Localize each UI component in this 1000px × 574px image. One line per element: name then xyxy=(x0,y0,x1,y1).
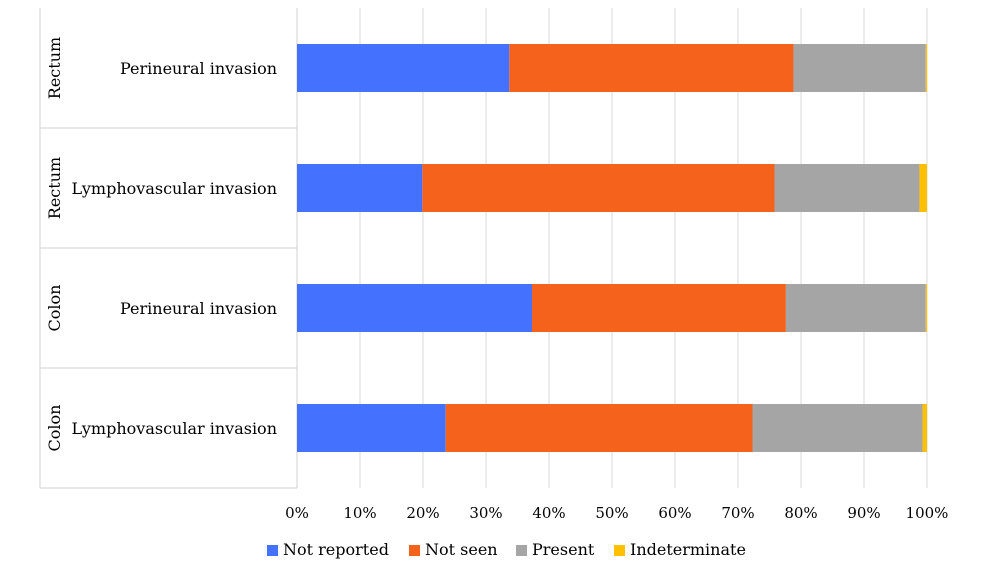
legend-label: Indeterminate xyxy=(630,540,746,559)
legend-label: Not reported xyxy=(283,540,389,559)
category-label: Lymphovascular invasion xyxy=(72,179,277,198)
group-label: Colon xyxy=(45,285,64,332)
bar-segment-indeterminate xyxy=(922,404,927,452)
bar-segment-indeterminate xyxy=(919,164,927,212)
x-tick-label: 0% xyxy=(285,504,309,522)
group-label: Colon xyxy=(45,405,64,452)
x-tick-label: 10% xyxy=(343,504,376,522)
x-tick-label: 80% xyxy=(784,504,817,522)
legend-swatch xyxy=(614,545,625,556)
x-tick-label: 40% xyxy=(532,504,565,522)
legend-swatch xyxy=(409,545,420,556)
bar-segment-present xyxy=(774,164,920,212)
x-tick-label: 100% xyxy=(906,504,949,522)
legend-swatch xyxy=(267,545,278,556)
bar-segment-not-reported xyxy=(297,164,423,212)
x-tick-label: 20% xyxy=(406,504,439,522)
group-label: Rectum xyxy=(45,157,64,219)
bar-segment-not-reported xyxy=(297,284,532,332)
bar-segment-present xyxy=(752,404,923,452)
bar-segment-not-seen xyxy=(509,44,794,92)
category-label: Perineural invasion xyxy=(120,59,277,78)
bar-segment-present xyxy=(785,284,926,332)
category-label: Lymphovascular invasion xyxy=(72,419,277,438)
x-tick-label: 50% xyxy=(595,504,628,522)
bar-segment-not-seen xyxy=(531,284,786,332)
bar-segment-present xyxy=(793,44,926,92)
bar-segment-not-seen xyxy=(445,404,753,452)
bar-segment-not-reported xyxy=(297,44,510,92)
category-label: Perineural invasion xyxy=(120,299,277,318)
bar-segment-indeterminate xyxy=(925,44,927,92)
group-label: Rectum xyxy=(45,37,64,99)
bar-segment-not-reported xyxy=(297,404,446,452)
x-tick-label: 60% xyxy=(658,504,691,522)
bar-segment-not-seen xyxy=(422,164,775,212)
bar-segment-indeterminate xyxy=(925,284,927,332)
x-tick-label: 90% xyxy=(847,504,880,522)
legend-swatch xyxy=(516,545,527,556)
legend-label: Not seen xyxy=(425,540,498,559)
x-tick-label: 70% xyxy=(721,504,754,522)
x-tick-label: 30% xyxy=(469,504,502,522)
legend-label: Present xyxy=(532,540,595,559)
